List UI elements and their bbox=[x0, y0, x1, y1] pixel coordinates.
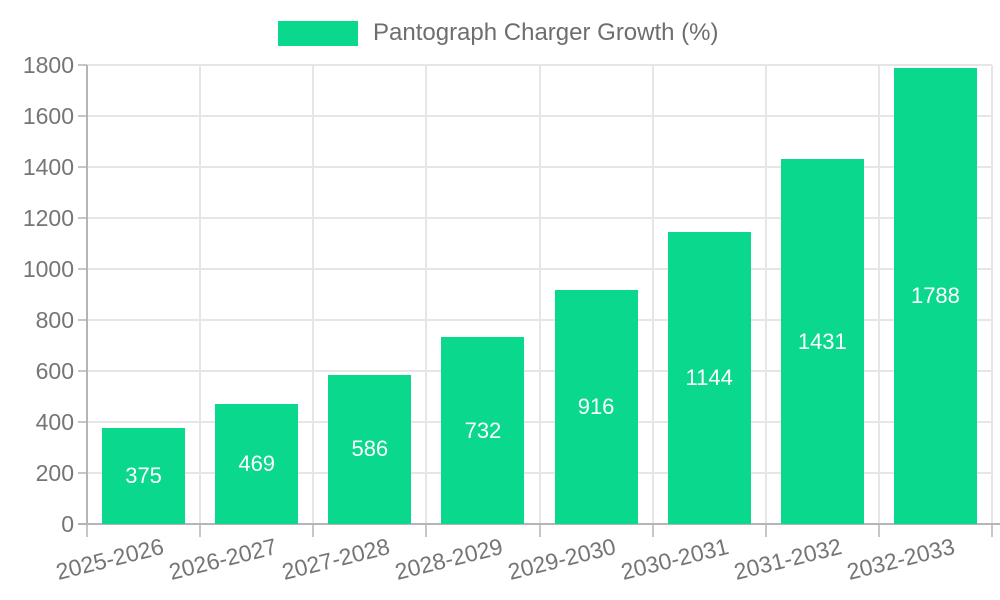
y-tick-label: 1800 bbox=[22, 52, 74, 78]
v-gridline bbox=[312, 65, 315, 524]
v-gridline bbox=[991, 65, 993, 524]
x-tick-mark bbox=[425, 524, 428, 537]
bar-value-label: 586 bbox=[351, 436, 389, 462]
y-tick-mark bbox=[78, 166, 87, 168]
legend-label: Pantograph Charger Growth (%) bbox=[373, 19, 719, 46]
bar[interactable]: 916 bbox=[554, 290, 638, 524]
x-tick-mark bbox=[538, 524, 541, 537]
y-tick-label: 400 bbox=[35, 409, 74, 435]
legend-swatch bbox=[278, 20, 358, 46]
y-tick-label: 0 bbox=[61, 511, 74, 537]
y-tick-label: 200 bbox=[35, 460, 74, 486]
y-tick-label: 1600 bbox=[22, 103, 74, 129]
y-tick-mark bbox=[78, 421, 87, 423]
y-tick-mark bbox=[78, 319, 87, 321]
x-tick-mark bbox=[199, 524, 202, 537]
y-tick-mark bbox=[78, 370, 87, 372]
bar-value-label: 1788 bbox=[910, 283, 960, 309]
bar[interactable]: 1144 bbox=[667, 232, 751, 524]
bar[interactable]: 586 bbox=[328, 374, 412, 524]
y-tick-mark bbox=[78, 472, 87, 474]
bar-value-label: 469 bbox=[238, 451, 276, 477]
y-axis-line bbox=[86, 65, 88, 524]
y-tick-label: 600 bbox=[35, 358, 74, 384]
bar-value-label: 732 bbox=[464, 417, 502, 443]
bar[interactable]: 1431 bbox=[780, 159, 864, 524]
x-tick-mark bbox=[86, 524, 88, 537]
y-tick-label: 1200 bbox=[22, 205, 74, 231]
v-gridline bbox=[538, 65, 541, 524]
v-gridline bbox=[651, 65, 654, 524]
y-tick-mark bbox=[78, 217, 87, 219]
bar-value-label: 1431 bbox=[797, 328, 847, 354]
y-tick-label: 1400 bbox=[22, 154, 74, 180]
bar[interactable]: 469 bbox=[215, 404, 299, 524]
bar-value-label: 916 bbox=[577, 394, 615, 420]
bar-value-label: 1144 bbox=[685, 365, 733, 391]
x-tick-mark bbox=[651, 524, 654, 537]
y-tick-mark bbox=[78, 268, 87, 270]
x-tick-mark bbox=[877, 524, 880, 537]
y-tick-mark bbox=[78, 115, 87, 117]
y-tick-mark bbox=[78, 64, 87, 66]
chart-legend: Pantograph Charger Growth (%) bbox=[278, 19, 719, 47]
v-gridline bbox=[764, 65, 767, 524]
bar[interactable]: 375 bbox=[102, 428, 186, 524]
x-axis-line bbox=[78, 523, 1000, 525]
x-tick-mark bbox=[764, 524, 767, 537]
x-tick-mark bbox=[312, 524, 315, 537]
v-gridline bbox=[425, 65, 428, 524]
bar[interactable]: 1788 bbox=[893, 68, 977, 524]
y-tick-label: 800 bbox=[35, 307, 74, 333]
bar[interactable]: 732 bbox=[441, 337, 525, 524]
v-gridline bbox=[199, 65, 202, 524]
y-tick-label: 1000 bbox=[22, 256, 74, 282]
v-gridline bbox=[877, 65, 880, 524]
bar-value-label: 375 bbox=[125, 463, 162, 489]
x-tick-mark bbox=[991, 524, 993, 537]
